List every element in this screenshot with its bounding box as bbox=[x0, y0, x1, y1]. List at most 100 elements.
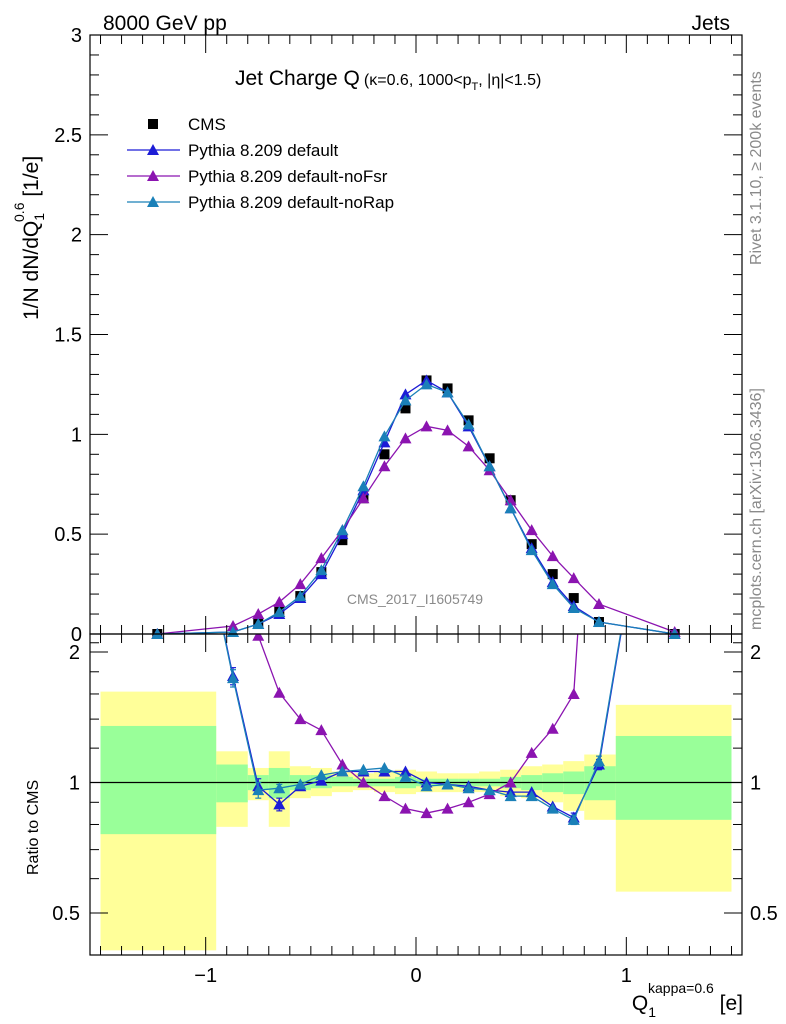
main-line-pythia-8-209-default bbox=[157, 379, 675, 635]
main-point-cms bbox=[547, 569, 558, 580]
category-label: Jets bbox=[691, 12, 730, 35]
ratio-point-pythia-8-209-default-norap bbox=[441, 778, 454, 790]
ratio-point-pythia-8-209-default-nofsr bbox=[567, 687, 580, 699]
ratio-series-group bbox=[223, 634, 622, 826]
main-y-tick-label: 0.5 bbox=[54, 524, 82, 546]
main-point-pythia-8-209-default-norap bbox=[592, 616, 605, 628]
ratio-point-pythia-8-209-default-norap bbox=[294, 778, 307, 790]
legend-label-pythia-8-209-default-norap: Pythia 8.209 default-noRap bbox=[188, 193, 394, 212]
chart-title-sub-end: , |η|<1.5) bbox=[478, 72, 541, 89]
x-axis-title-sub: 1 bbox=[648, 1004, 656, 1020]
ratio-line-pythia-8-209-default-nofsr bbox=[257, 634, 579, 814]
legend: CMS Pythia 8.209 default Pythia 8.209 defa… bbox=[127, 115, 394, 212]
main-point-cms bbox=[568, 593, 579, 604]
main-y-tick-label: 3 bbox=[71, 25, 82, 47]
ratio-band-inner bbox=[100, 725, 217, 835]
x-tick-label: −1 bbox=[194, 965, 217, 987]
legend-marker-pythia-8-209-default-nofsr bbox=[147, 170, 159, 181]
x-axis-title-sup: kappa=0.6 bbox=[648, 980, 714, 996]
ratio-data-marks bbox=[223, 634, 622, 826]
ratio-line-pythia-8-209-default bbox=[223, 634, 622, 819]
ratio-point-pythia-8-209-default-nofsr bbox=[336, 758, 349, 770]
main-point-pythia-8-209-default-norap bbox=[273, 606, 286, 618]
ratio-point-pythia-8-209-default-nofsr bbox=[525, 746, 538, 758]
main-point-pythia-8-209-default-norap bbox=[546, 578, 559, 590]
ratio-point-pythia-8-209-default-nofsr bbox=[294, 713, 307, 725]
main-point-pythia-8-209-default-nofsr bbox=[462, 440, 475, 452]
ratio-point-pythia-8-209-default bbox=[315, 774, 328, 786]
ratio-point-pythia-8-209-default-norap bbox=[227, 672, 240, 684]
legend-label-cms: CMS bbox=[188, 115, 226, 134]
ratio-band-inner bbox=[615, 735, 732, 820]
ratio-axes: 0.5 0.5 1 1 2 2 −1 0 1 bbox=[52, 633, 778, 987]
main-line-pythia-8-209-default-norap bbox=[157, 383, 675, 635]
main-point-pythia-8-209-default-norap bbox=[378, 430, 391, 442]
rivet-label: Rivet 3.1.10, ≥ 200k events bbox=[748, 71, 765, 265]
main-y-axis-title: 1/N dN/dQ1 0.6 [1/e] bbox=[11, 156, 47, 320]
ratio-line-pythia-8-209-default-norap bbox=[223, 634, 622, 821]
ratio-point-pythia-8-209-default-norap bbox=[504, 790, 517, 802]
main-point-pythia-8-209-default-norap bbox=[252, 618, 265, 630]
x-tick-label: 1 bbox=[621, 965, 632, 987]
y-axis-title-main: 1/N dN/dQ bbox=[20, 221, 43, 320]
ratio-point-pythia-8-209-default-norap bbox=[420, 780, 433, 792]
main-point-pythia-8-209-default-nofsr bbox=[315, 552, 328, 564]
main-point-pythia-8-209-default-nofsr bbox=[546, 550, 559, 562]
main-point-pythia-8-209-default-norap bbox=[462, 418, 475, 430]
ratio-point-pythia-8-209-default-nofsr bbox=[546, 722, 559, 734]
ratio-point-pythia-8-209-default-norap bbox=[546, 802, 559, 814]
ratio-y-tick-label: 1 bbox=[69, 772, 80, 794]
ratio-point-pythia-8-209-default-nofsr bbox=[273, 686, 286, 698]
main-point-pythia-8-209-default-nofsr bbox=[420, 420, 433, 432]
main-point-pythia-8-209-default-nofsr bbox=[227, 620, 240, 632]
ratio-y-tick-label: 2 bbox=[69, 642, 80, 664]
main-point-pythia-8-209-default-norap bbox=[441, 386, 454, 398]
legend-marker-cms bbox=[148, 119, 158, 129]
ratio-point-pythia-8-209-default-norap bbox=[483, 784, 496, 796]
main-point-pythia-8-209-default-nofsr bbox=[592, 598, 605, 610]
main-point-pythia-8-209-default-norap bbox=[567, 602, 580, 614]
ratio-point-pythia-8-209-default-norap bbox=[252, 784, 265, 796]
ratio-y-tick-label-right: 1 bbox=[750, 772, 761, 794]
main-line-pythia-8-209-default-nofsr bbox=[157, 425, 675, 635]
main-point-pythia-8-209-default-nofsr bbox=[399, 432, 412, 444]
main-point-pythia-8-209-default bbox=[399, 388, 412, 400]
x-axis-title-unit: [e] bbox=[714, 992, 743, 1015]
site-label: mcplots.cern.ch [arXiv:1306.3436] bbox=[748, 388, 765, 630]
ratio-y-axis-title: Ratio to CMS bbox=[25, 780, 42, 875]
main-y-tick-label: 2 bbox=[71, 225, 82, 247]
ratio-point-pythia-8-209-default-nofsr bbox=[378, 790, 391, 802]
main-point-pythia-8-209-default-norap bbox=[336, 524, 349, 536]
main-data-marks bbox=[151, 374, 681, 639]
main-point-pythia-8-209-default-norap bbox=[294, 590, 307, 602]
ratio-band-inner bbox=[216, 764, 248, 803]
main-point-cms bbox=[484, 453, 495, 464]
main-y-tick-label: 1 bbox=[71, 424, 82, 446]
main-y-tick-label: 0 bbox=[71, 624, 82, 646]
chart-title: Jet Charge Q (κ=0.6, 1000<pT, |η|<1.5) bbox=[235, 67, 541, 93]
main-point-pythia-8-209-default-norap bbox=[357, 480, 370, 492]
ratio-y-tick-label: 0.5 bbox=[52, 903, 80, 925]
y-axis-title-unit: [1/e] bbox=[20, 156, 43, 203]
main-point-pythia-8-209-default-nofsr bbox=[252, 608, 265, 620]
ratio-point-pythia-8-209-default-nofsr bbox=[399, 802, 412, 814]
main-point-pythia-8-209-default-nofsr bbox=[294, 578, 307, 590]
main-point-pythia-8-209-default-norap bbox=[399, 394, 412, 406]
ratio-point-pythia-8-209-default-nofsr bbox=[315, 724, 328, 736]
ratio-point-pythia-8-209-default-nofsr bbox=[462, 796, 475, 808]
x-axis-title-main: Q bbox=[632, 992, 648, 1015]
ratio-point-pythia-8-209-default-nofsr bbox=[504, 776, 517, 788]
main-point-cms bbox=[400, 403, 411, 414]
main-point-pythia-8-209-default-nofsr bbox=[273, 596, 286, 608]
ratio-y-tick-label-right: 0.5 bbox=[750, 903, 778, 925]
main-point-pythia-8-209-default-norap bbox=[483, 460, 496, 472]
ratio-point-pythia-8-209-default-norap bbox=[378, 761, 391, 773]
ratio-point-pythia-8-209-default-norap bbox=[462, 782, 475, 794]
ratio-point-pythia-8-209-default-norap bbox=[525, 790, 538, 802]
main-point-cms bbox=[337, 535, 348, 546]
legend-label-pythia-8-209-default-nofsr: Pythia 8.209 default-noFsr bbox=[188, 167, 388, 186]
ratio-band-inner bbox=[331, 776, 353, 787]
chart-title-main: Jet Charge Q bbox=[235, 67, 360, 90]
ratio-point-pythia-8-209-default-norap bbox=[399, 770, 412, 782]
